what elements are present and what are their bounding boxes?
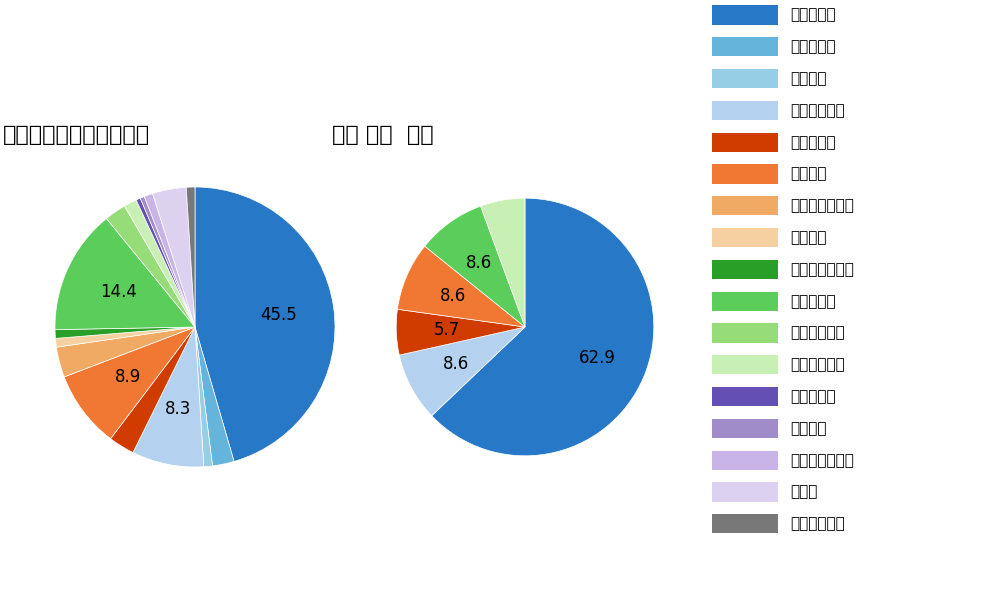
Wedge shape <box>124 200 195 327</box>
FancyBboxPatch shape <box>712 133 778 152</box>
FancyBboxPatch shape <box>712 292 778 311</box>
Text: 8.6: 8.6 <box>440 287 466 305</box>
Text: フォーク: フォーク <box>790 166 826 181</box>
Text: 高速スライダー: 高速スライダー <box>790 262 854 277</box>
FancyBboxPatch shape <box>712 196 778 215</box>
Wedge shape <box>195 187 335 461</box>
FancyBboxPatch shape <box>712 482 778 502</box>
FancyBboxPatch shape <box>712 101 778 120</box>
Wedge shape <box>153 187 195 327</box>
Wedge shape <box>106 206 195 327</box>
Text: カーブ: カーブ <box>790 484 817 499</box>
Wedge shape <box>55 327 195 338</box>
FancyBboxPatch shape <box>712 69 778 88</box>
Wedge shape <box>144 194 195 327</box>
Text: 62.9: 62.9 <box>579 349 615 367</box>
FancyBboxPatch shape <box>712 514 778 533</box>
FancyBboxPatch shape <box>712 37 778 56</box>
Text: 縦スライダー: 縦スライダー <box>790 325 845 341</box>
Text: 45.5: 45.5 <box>260 306 297 324</box>
Text: ストレート: ストレート <box>790 7 836 22</box>
FancyBboxPatch shape <box>712 451 778 470</box>
Wedge shape <box>56 327 195 377</box>
Wedge shape <box>136 198 195 327</box>
FancyBboxPatch shape <box>712 228 778 247</box>
Text: 5.7: 5.7 <box>434 321 460 339</box>
Wedge shape <box>396 309 525 355</box>
Text: スライダー: スライダー <box>790 293 836 308</box>
FancyBboxPatch shape <box>712 5 778 25</box>
Text: シンカー: シンカー <box>790 230 826 245</box>
Wedge shape <box>481 198 525 327</box>
Text: スプリット: スプリット <box>790 134 836 149</box>
Text: ナックル: ナックル <box>790 421 826 436</box>
Text: 8.3: 8.3 <box>165 400 192 418</box>
Text: 8.6: 8.6 <box>466 254 492 272</box>
Text: チェンジアップ: チェンジアップ <box>790 198 854 213</box>
Wedge shape <box>399 327 525 416</box>
Wedge shape <box>55 327 195 347</box>
Wedge shape <box>140 197 195 327</box>
Wedge shape <box>111 327 195 452</box>
Text: ツーシーム: ツーシーム <box>790 40 836 55</box>
Text: 8.9: 8.9 <box>115 368 141 386</box>
FancyBboxPatch shape <box>712 387 778 406</box>
FancyBboxPatch shape <box>712 355 778 374</box>
Wedge shape <box>195 327 213 467</box>
Text: 8.6: 8.6 <box>443 355 469 373</box>
FancyBboxPatch shape <box>712 323 778 343</box>
Text: シュート: シュート <box>790 71 826 86</box>
Text: カットボール: カットボール <box>790 103 845 118</box>
Text: パワーカーブ: パワーカーブ <box>790 357 845 372</box>
Text: 若林 晃弘  選手: 若林 晃弘 選手 <box>332 125 434 145</box>
Wedge shape <box>64 327 195 439</box>
Wedge shape <box>432 198 654 456</box>
Wedge shape <box>186 187 195 327</box>
Wedge shape <box>133 327 204 467</box>
FancyBboxPatch shape <box>712 419 778 438</box>
Text: 14.4: 14.4 <box>100 283 137 301</box>
Text: ナックルカーブ: ナックルカーブ <box>790 452 854 468</box>
Wedge shape <box>397 246 525 327</box>
Text: スクリュー: スクリュー <box>790 389 836 404</box>
Text: セ・リーグ全プレイヤー: セ・リーグ全プレイヤー <box>2 125 150 145</box>
FancyBboxPatch shape <box>712 260 778 279</box>
FancyBboxPatch shape <box>712 164 778 184</box>
Wedge shape <box>425 206 525 327</box>
Wedge shape <box>55 218 195 329</box>
Text: スローカーブ: スローカーブ <box>790 516 845 532</box>
Wedge shape <box>195 327 234 466</box>
